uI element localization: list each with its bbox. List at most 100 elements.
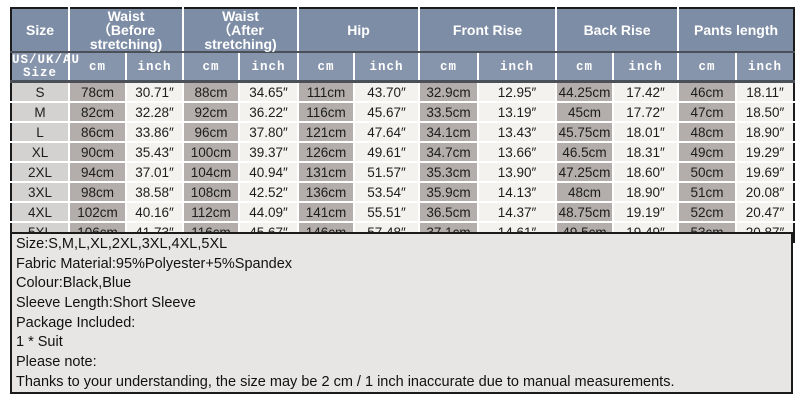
measurement-cell: 88cm [182, 80, 240, 102]
size-row-4XL: 4XL 102cm 40.16″ 112cm 44.09″ 141cm 55.51″ 36.5… [11, 201, 795, 222]
measurement-cell: 136cm [297, 181, 355, 202]
measurement-cell: 40.16″ [124, 201, 184, 222]
unit-header-inch: inch [238, 52, 299, 83]
size-column-header: Size [11, 8, 69, 53]
product-info-panel: Size:S,M,L,XL,2XL,3XL,4XL,5XL Fabric Mate… [10, 232, 793, 394]
measurement-cell: 96cm [182, 121, 240, 142]
size-row-XL: XL 90cm 35.43″ 100cm 39.37″ 126cm 49.61″ 34.7cm… [11, 141, 795, 162]
unit-header-inch: inch [353, 52, 420, 83]
measurement-cell: 44.25cm [555, 80, 614, 102]
product-info-line: Package Included: [16, 314, 136, 331]
measurement-cell: 48cm [677, 121, 737, 142]
measurement-cell: 32.9cm [418, 80, 479, 102]
measurement-cell: 35.3cm [418, 161, 479, 182]
column-group-header: Hip [297, 8, 420, 53]
measurement-cell: 45.75cm [555, 121, 614, 142]
measurement-cell: 33.5cm [418, 101, 479, 122]
measurement-cell: 18.01″ [612, 121, 679, 142]
measurement-cell: 131cm [297, 161, 355, 182]
measurement-cell: 92cm [182, 101, 240, 122]
measurement-cell: 126cm [297, 141, 355, 162]
measurement-cell: 12.95″ [477, 80, 557, 102]
column-group-header: Front Rise [418, 8, 557, 53]
measurement-cell: 46.5cm [555, 141, 614, 162]
unit-header-cm: cm [182, 52, 240, 83]
measurement-cell: 111cm [297, 80, 355, 102]
measurement-cell: 51cm [677, 181, 737, 202]
unit-header-cm: cm [677, 52, 737, 83]
measurement-cell: 141cm [297, 201, 355, 222]
measurement-cell: 18.31″ [612, 141, 679, 162]
measurement-cell: 17.42″ [612, 80, 679, 102]
size-row-2XL: 2XL 94cm 37.01″ 104cm 40.94″ 131cm 51.57″ 35.3c… [11, 161, 795, 182]
measurement-cell: 48.75cm [555, 201, 614, 222]
measurement-cell: 35.9cm [418, 181, 479, 202]
measurement-cell: 34.7cm [418, 141, 479, 162]
measurement-cell: 45.67″ [353, 101, 420, 122]
measurement-cell: 38.58″ [124, 181, 184, 202]
measurement-cell: 53.54″ [353, 181, 420, 202]
measurement-cell: 42.52″ [238, 181, 299, 202]
measurement-cell: 104cm [182, 161, 240, 182]
measurement-cell: 13.66″ [477, 141, 557, 162]
column-group-header: Pants length [677, 8, 795, 53]
measurement-cell: 90cm [68, 141, 126, 162]
measurement-cell: 50cm [677, 161, 737, 182]
unit-header-inch: inch [735, 52, 795, 83]
measurement-cell: 47.25cm [555, 161, 614, 182]
product-info-line: Fabric Material:95%Polyester+5%Spandex [16, 255, 293, 272]
measurement-cell: 49.61″ [353, 141, 420, 162]
measurement-cell: 35.43″ [124, 141, 184, 162]
size-row-S: S 78cm 30.71″ 88cm 34.65″ 111cm 43.70″ 32.9cm 12… [11, 80, 795, 102]
product-info-line: 1 * Suit [16, 334, 63, 351]
unit-header-cm: cm [555, 52, 614, 83]
product-info-line: Sleeve Length:Short Sleeve [16, 294, 196, 311]
measurement-cell: 40.94″ [238, 161, 299, 182]
measurement-cell: 49cm [677, 141, 737, 162]
measurement-cell: 18.11″ [735, 80, 795, 102]
measurement-cell: 30.71″ [124, 80, 184, 102]
size-label-cell: L [11, 121, 69, 142]
header-group-row: Size Waist （Before stretching) Waist （After … [11, 8, 795, 53]
measurement-cell: 13.43″ [477, 121, 557, 142]
measurement-cell: 121cm [297, 121, 355, 142]
size-label-cell: 4XL [11, 201, 69, 222]
unit-header-cm: cm [418, 52, 479, 83]
measurement-cell: 13.90″ [477, 161, 557, 182]
unit-header-inch: inch [477, 52, 557, 83]
measurement-cell: 19.69″ [735, 161, 795, 182]
measurement-cell: 44.09″ [238, 201, 299, 222]
size-chart: Size Waist （Before stretching) Waist （After … [10, 7, 796, 243]
measurement-cell: 39.37″ [238, 141, 299, 162]
measurement-cell: 18.90″ [612, 181, 679, 202]
size-standard-header: US/UK/AU Size [11, 52, 81, 83]
measurement-cell: 52cm [677, 201, 737, 222]
measurement-cell: 45cm [555, 101, 614, 122]
unit-header-inch: inch [612, 52, 679, 83]
measurement-cell: 20.47″ [735, 201, 795, 222]
size-label-cell: S [11, 80, 69, 102]
size-label-cell: 2XL [11, 161, 69, 182]
column-group-header: Waist （After stretching) [182, 8, 299, 53]
measurement-cell: 112cm [182, 201, 240, 222]
measurement-cell: 34.1cm [418, 121, 479, 142]
size-chart-body: S 78cm 30.71″ 88cm 34.65″ 111cm 43.70″ 32.9cm 12… [11, 80, 795, 242]
size-label-cell: XL [11, 141, 69, 162]
measurement-cell: 20.08″ [735, 181, 795, 202]
measurement-cell: 102cm [68, 201, 126, 222]
measurement-cell: 86cm [68, 121, 126, 142]
column-group-header: Back Rise [555, 8, 679, 53]
unit-header-cm: cm [297, 52, 355, 83]
measurement-cell: 55.51″ [353, 201, 420, 222]
column-group-header: Waist （Before stretching) [67, 8, 184, 53]
product-info-line: Colour:Black,Blue [16, 275, 132, 292]
measurement-cell: 14.37″ [477, 201, 557, 222]
measurement-cell: 78cm [68, 80, 126, 102]
measurement-cell: 34.65″ [238, 80, 299, 102]
measurement-cell: 47.64″ [353, 121, 420, 142]
measurement-cell: 98cm [68, 181, 126, 202]
product-info-line: Thanks to your understanding, the size m… [16, 373, 675, 390]
product-info-line: Size:S,M,L,XL,2XL,3XL,4XL,5XL [16, 235, 228, 252]
size-row-3XL: 3XL 98cm 38.58″ 108cm 42.52″ 136cm 53.54″ 35.9c… [11, 181, 795, 202]
measurement-cell: 116cm [297, 101, 355, 122]
